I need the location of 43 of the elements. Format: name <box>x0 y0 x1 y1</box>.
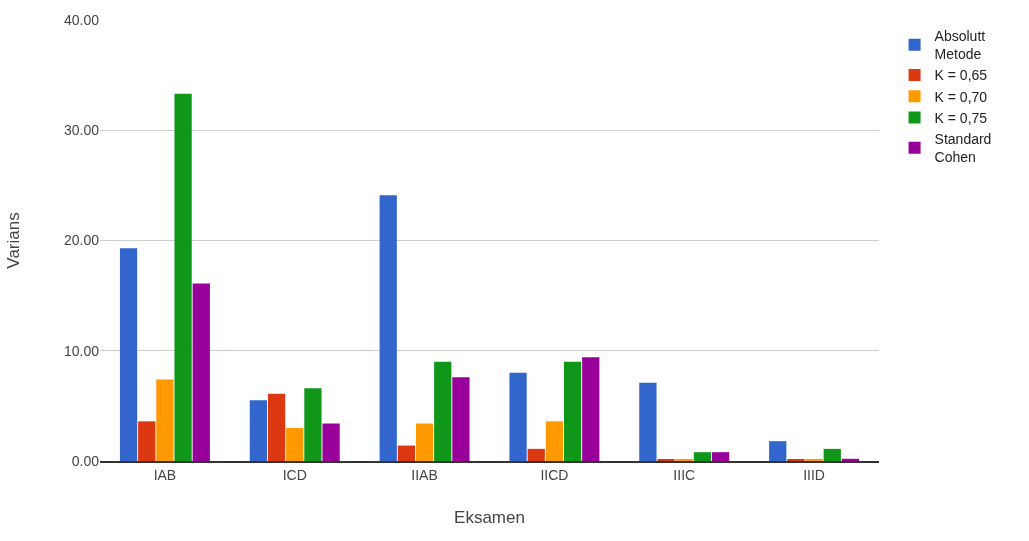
bar <box>192 283 210 461</box>
bar <box>249 400 268 461</box>
bar <box>415 423 434 461</box>
x-tick-label: IICD <box>540 466 569 483</box>
bar <box>286 427 304 461</box>
bar <box>379 195 397 461</box>
bar <box>563 361 582 461</box>
x-tick-label: IIIC <box>673 466 696 483</box>
bar <box>174 93 192 461</box>
bar <box>119 248 138 461</box>
bar <box>509 372 527 461</box>
bar <box>322 423 340 461</box>
bar <box>156 379 174 461</box>
bar <box>267 393 286 461</box>
bar <box>452 377 470 461</box>
bar <box>138 421 156 461</box>
y-axis-title: Varians <box>3 212 23 269</box>
bar <box>434 361 452 461</box>
x-tick-label: IIID <box>803 466 825 483</box>
bar <box>304 388 322 461</box>
bar <box>693 452 712 461</box>
x-axis-title: Eksamen <box>454 508 525 528</box>
legend-label: K = 0,70 <box>934 88 988 105</box>
legend-label: Absolutt Metode <box>934 28 986 63</box>
y-tick-label: 0.00 <box>71 452 100 469</box>
bar <box>639 382 657 461</box>
bar <box>769 441 787 461</box>
y-tick-label: 40.00 <box>63 11 100 28</box>
bar <box>823 448 841 461</box>
y-tick-label: 10.00 <box>63 342 100 359</box>
x-tick-label: IAB <box>153 466 177 483</box>
bar <box>545 421 564 461</box>
y-tick-label: 30.00 <box>63 122 100 139</box>
bar <box>527 448 545 461</box>
legend-label: Standard Cohen <box>934 131 992 166</box>
bar <box>711 452 730 461</box>
legend-label: K = 0,65 <box>934 67 988 84</box>
x-tick-label: ICD <box>282 466 307 483</box>
y-tick-label: 20.00 <box>63 232 100 249</box>
legend-label: K = 0,75 <box>934 109 988 126</box>
bar <box>582 357 600 461</box>
bar <box>397 445 416 461</box>
x-tick-label: IIAB <box>411 466 438 483</box>
